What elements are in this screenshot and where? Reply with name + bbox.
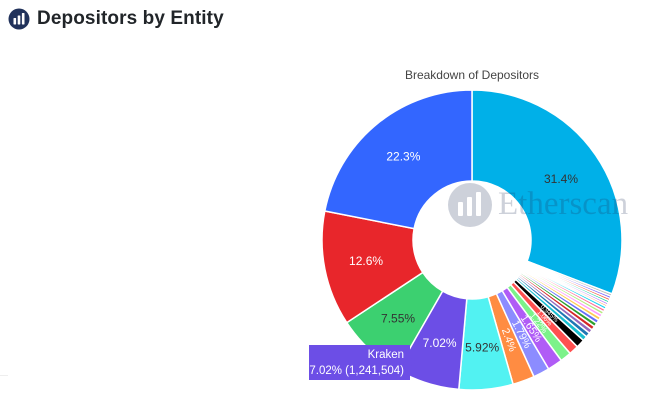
slice-label-26: 7.55% <box>381 312 415 326</box>
pie-slice-28[interactable] <box>323 89 473 230</box>
slice-label-28: 22.3% <box>386 150 420 164</box>
slice-group <box>321 89 623 391</box>
tooltip-detail: 7.02% (1,241,504) <box>309 365 404 377</box>
tooltip-label: Kraken <box>368 349 404 361</box>
slice-label-27: 12.6% <box>349 254 383 268</box>
pie-slice-0[interactable] <box>471 89 623 295</box>
chart-title: Breakdown of Depositors <box>405 68 539 82</box>
hover-tooltip: Kraken 7.02% (1,241,504) <box>309 345 416 380</box>
etherscan-logo-icon <box>8 8 30 30</box>
slice-label-25: 7.02% <box>423 336 457 350</box>
page-title: Depositors by Entity <box>37 8 224 29</box>
page-header: Depositors by Entity <box>8 6 224 32</box>
divider <box>0 375 8 416</box>
slice-label-0: 31.4% <box>544 172 578 186</box>
watermark: Etherscan <box>448 183 628 227</box>
slice-label-24: 5.92% <box>465 341 499 355</box>
watermark-text: Etherscan <box>498 186 628 222</box>
